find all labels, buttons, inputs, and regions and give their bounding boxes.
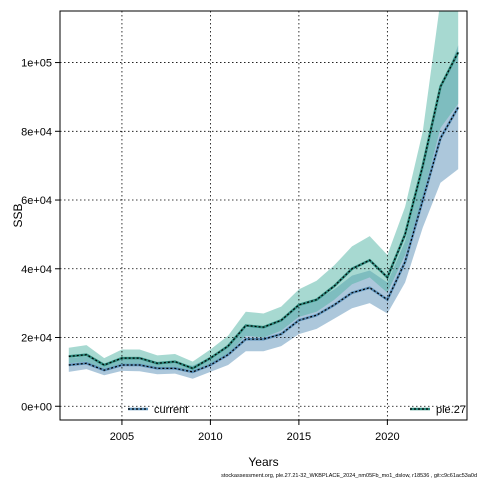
- confidence-band-ple-27: [68, 11, 459, 374]
- plot-frame: [59, 10, 468, 421]
- legend-label: ple.27: [436, 404, 466, 416]
- x-tick-label: 2005: [110, 431, 134, 443]
- y-tick-label: 0e+00: [21, 401, 52, 413]
- x-tick-label: 2015: [287, 431, 311, 443]
- footnote: stockassessment.org, ple.27.21-32_WKBPLA…: [221, 473, 477, 479]
- y-tick-label: 8e+04: [21, 126, 52, 138]
- x-axis-label: Years: [248, 455, 278, 469]
- confidence-band-current: [68, 45, 459, 379]
- series-lines: [68, 51, 460, 374]
- y-tick-label: 6e+04: [21, 195, 52, 207]
- y-tick-label: 1e+05: [21, 58, 52, 70]
- y-axis: 0e+00 2e+04 4e+04 6e+04 8e+04 1e+05: [21, 58, 60, 413]
- x-axis: 2005 2010 2015 2020: [110, 420, 400, 443]
- legend-label: current: [154, 404, 188, 416]
- y-tick-label: 4e+04: [21, 264, 52, 276]
- grid: [60, 11, 467, 420]
- y-axis-label: SSB: [11, 203, 25, 227]
- confidence-bands: [68, 11, 459, 379]
- series-line-dashes-ple-27: [68, 51, 459, 370]
- x-tick-label: 2010: [198, 431, 222, 443]
- legend: current ple.27: [128, 404, 466, 416]
- series-line-current: [68, 106, 460, 374]
- y-tick-label: 2e+04: [21, 333, 52, 345]
- x-tick-label: 2020: [375, 431, 399, 443]
